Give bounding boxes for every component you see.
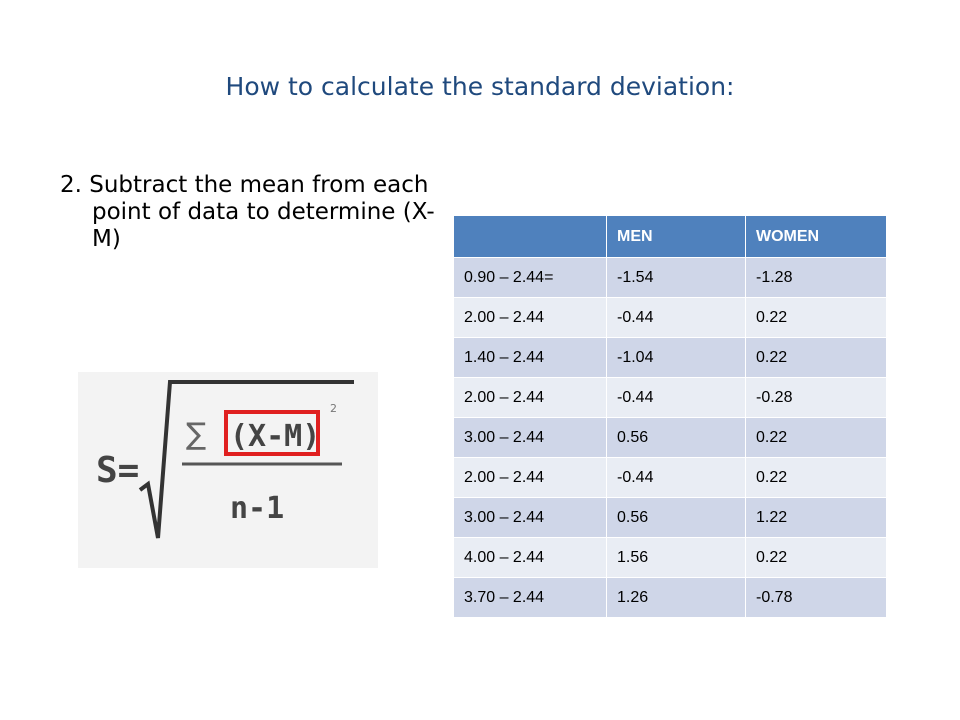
formula-exponent: 2 [330,402,337,415]
table-row: 4.00 – 2.44 1.56 0.22 [453,537,887,578]
calc-cell: 2.00 – 2.44 [453,377,607,418]
women-cell: 0.22 [745,337,887,378]
sigma-symbol: ∑ [186,417,206,452]
table-row: 0.90 – 2.44= -1.54 -1.28 [453,257,887,298]
formula-graphic: S= ∑ (X-M) 2 n-1 [96,380,354,539]
std-dev-formula-image: S= ∑ (X-M) 2 n-1 [78,372,378,568]
calc-cell: 4.00 – 2.44 [453,537,607,578]
header-cell-women: WOMEN [745,215,887,258]
women-cell: -0.78 [745,577,887,618]
calc-cell: 0.90 – 2.44= [453,257,607,298]
table-row: 1.40 – 2.44 -1.04 0.22 [453,337,887,378]
formula-lhs: S= [96,450,139,491]
table-row: 2.00 – 2.44 -0.44 0.22 [453,297,887,338]
calc-cell: 3.70 – 2.44 [453,577,607,618]
table-row: 3.00 – 2.44 0.56 0.22 [453,417,887,458]
men-cell: 0.56 [606,417,746,458]
women-cell: 0.22 [745,417,887,458]
slide-title: How to calculate the standard deviation: [225,72,735,101]
women-cell: 0.22 [745,457,887,498]
formula-denominator: n-1 [230,491,284,526]
women-cell: 1.22 [745,497,887,538]
men-cell: -0.44 [606,377,746,418]
men-cell: -0.44 [606,457,746,498]
calc-cell: 3.00 – 2.44 [453,497,607,538]
calc-cell: 2.00 – 2.44 [453,457,607,498]
formula-numerator: (X-M) [230,419,320,454]
women-cell: 0.22 [745,537,887,578]
men-cell: 1.56 [606,537,746,578]
table-row: 3.70 – 2.44 1.26 -0.78 [453,577,887,618]
radical-sign [138,380,354,539]
calc-cell: 3.00 – 2.44 [453,417,607,458]
men-cell: 0.56 [606,497,746,538]
women-cell: 0.22 [745,297,887,338]
deviation-table: MEN WOMEN 0.90 – 2.44= -1.54 -1.28 2.00 … [453,215,887,618]
women-cell: -0.28 [745,377,887,418]
table-row: 2.00 – 2.44 -0.44 0.22 [453,457,887,498]
header-cell-blank [453,215,607,258]
men-cell: 1.26 [606,577,746,618]
step-text: 2. Subtract the mean from each point of … [60,172,435,252]
header-cell-men: MEN [606,215,746,258]
table-row: 2.00 – 2.44 -0.44 -0.28 [453,377,887,418]
calc-cell: 2.00 – 2.44 [453,297,607,338]
women-cell: -1.28 [745,257,887,298]
men-cell: -1.54 [606,257,746,298]
table-header-row: MEN WOMEN [453,215,887,258]
calc-cell: 1.40 – 2.44 [453,337,607,378]
men-cell: -1.04 [606,337,746,378]
men-cell: -0.44 [606,297,746,338]
numerator-highlight-box [224,410,320,456]
table-row: 3.00 – 2.44 0.56 1.22 [453,497,887,538]
